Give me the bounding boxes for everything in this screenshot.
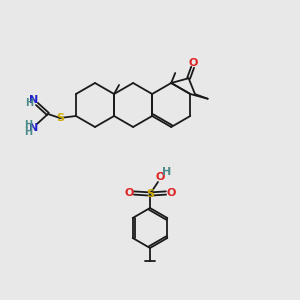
Text: H: H bbox=[24, 127, 32, 137]
Text: O: O bbox=[124, 188, 134, 198]
Text: H: H bbox=[25, 98, 33, 108]
Text: O: O bbox=[155, 172, 165, 182]
Text: N: N bbox=[29, 95, 39, 105]
Text: O: O bbox=[189, 58, 198, 68]
Text: S: S bbox=[146, 189, 154, 199]
Text: N: N bbox=[29, 123, 39, 133]
Text: H: H bbox=[162, 167, 172, 177]
Text: H: H bbox=[24, 120, 32, 130]
Text: O: O bbox=[166, 188, 176, 198]
Text: S: S bbox=[56, 113, 64, 123]
